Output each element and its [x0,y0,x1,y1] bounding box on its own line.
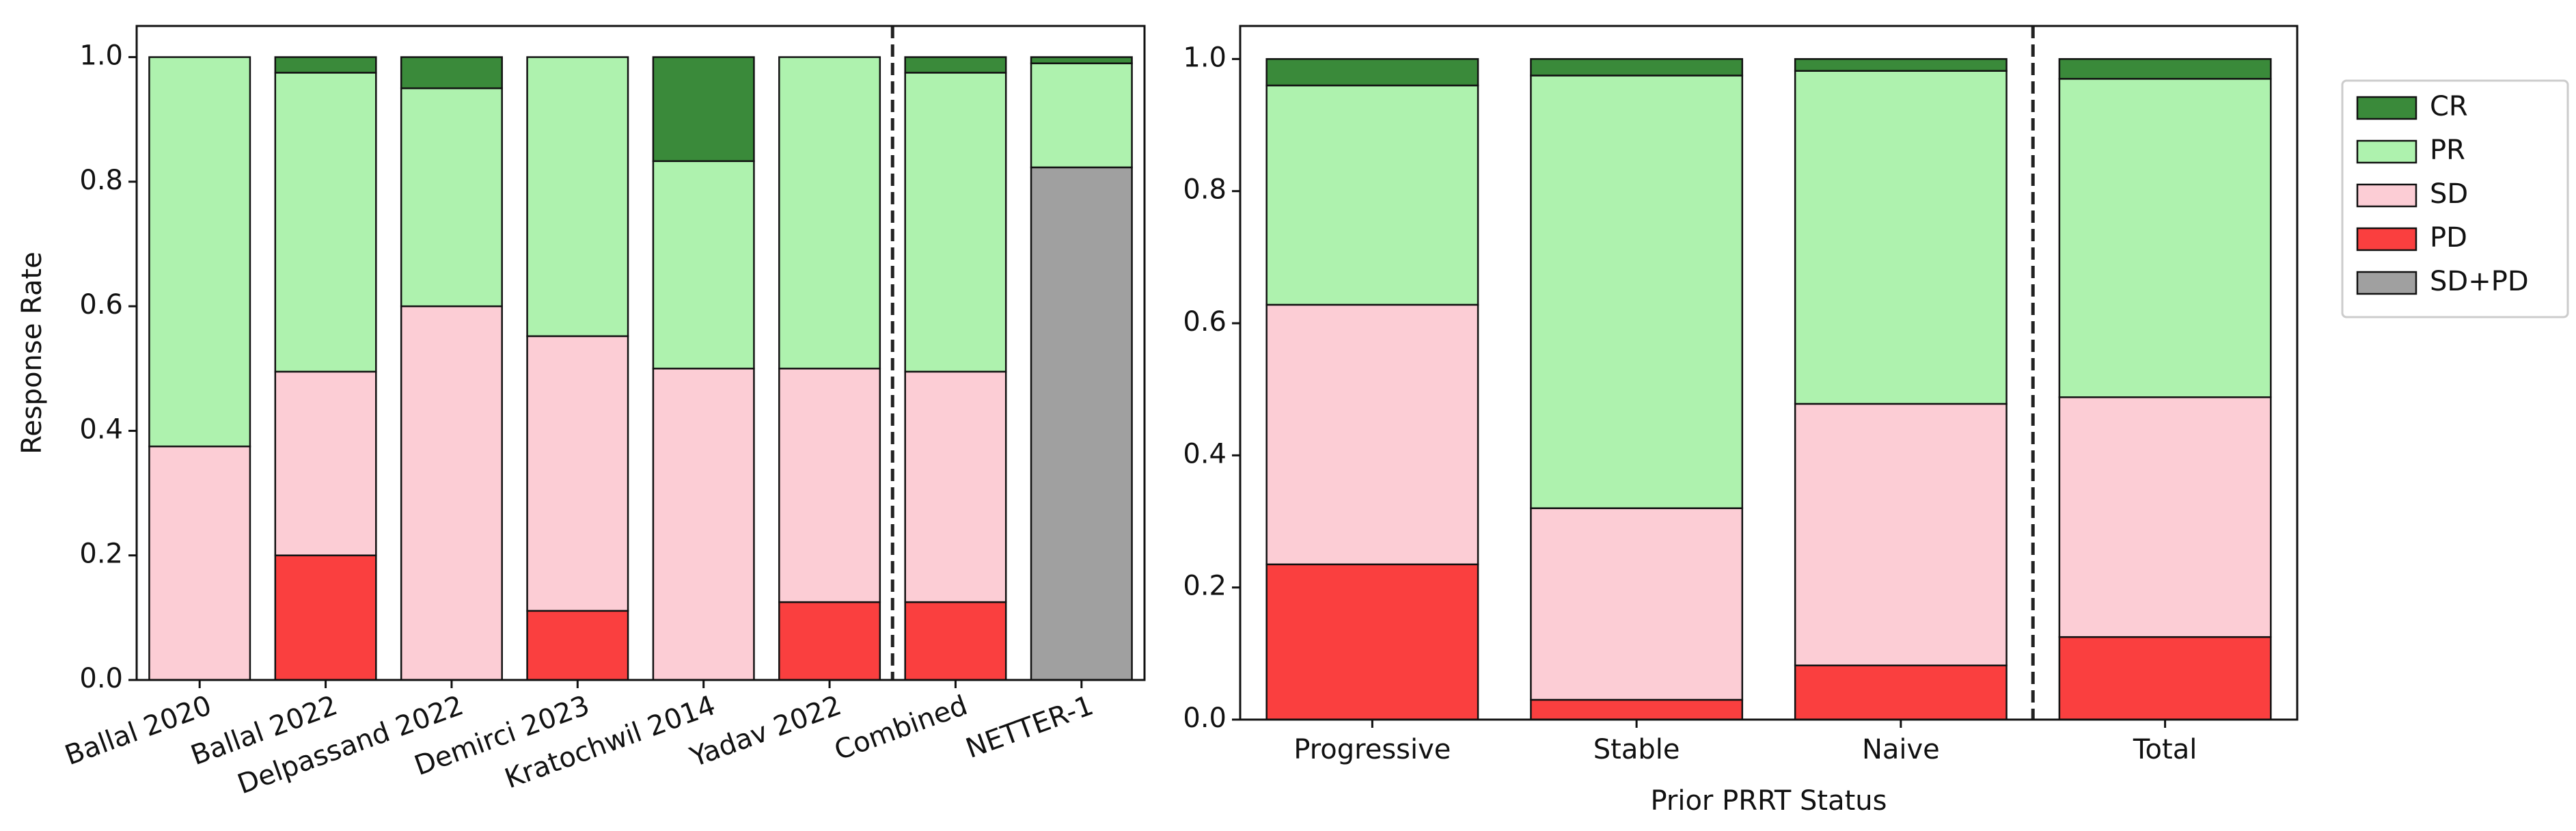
bar-stable-sd [1530,507,1744,701]
bar-kratochwil-2014-pr [652,160,755,370]
legend-label-pr: PR [2430,135,2465,166]
bar-netter-1-sd-pd [1030,166,1133,681]
bar-yadav-2022-sd [778,368,881,603]
bar-total-pr [2058,78,2272,398]
bar-progressive-cr [1265,58,1479,87]
legend-swatch-pd [2356,227,2417,251]
x-tick-label-kratochwil-2014: Kratochwil 2014 [501,690,720,795]
bar-ballal-2022-sd [274,370,377,556]
bar-combined-pr [904,72,1007,373]
legend-box [2341,79,2569,318]
bar-kratochwil-2014-sd [652,368,755,681]
legend: CR PR SD PD SD+PD [2341,79,2569,318]
bar-delpassand-2022-cr [400,56,503,90]
bar-yadav-2022-pr [778,56,881,370]
bar-progressive-sd [1265,303,1479,566]
y-tick-label: 0.4 [1183,438,1227,469]
bar-demirci-2023-pd [526,610,629,681]
bar-combined-sd [904,370,1007,603]
bar-demirci-2023-pr [526,56,629,338]
plot-frame [135,25,1146,681]
bar-naive-sd [1794,403,2008,666]
bar-stable-cr [1530,58,1744,77]
bar-yadav-2022-pd [778,601,881,681]
bar-progressive-pr [1265,84,1479,306]
plot-frame [1239,25,2299,721]
y-tick-label: 0.0 [1183,703,1227,734]
bar-ballal-2022-pr [274,72,377,373]
x-tick-label-progressive: Progressive [1293,734,1451,765]
y-tick-label: 0.2 [1183,571,1227,602]
legend-swatch-sd-pd [2356,271,2417,295]
y-tick-label: 0.8 [1183,174,1227,206]
legend-label-cr: CR [2430,91,2468,122]
bar-naive-pr [1794,70,2008,405]
bar-progressive-pd [1265,563,1479,721]
bar-stable-pr [1530,74,1744,509]
legend-swatch-cr [2356,96,2417,120]
y-tick-label: 1.0 [79,40,123,72]
x-tick-label-combined: Combined [830,690,972,767]
chart-right-prior-prrt-status: 0.0 0.2 0.4 0.6 0.8 1.0 Progressive Stable Naive… [1183,25,2299,817]
y-tick-label: 0.0 [79,663,123,694]
bar-ballal-2020-pr [148,56,251,448]
y-tick-label: 1.0 [1183,42,1227,73]
bar-stable-pd [1530,698,1744,721]
y-tick-label: 0.4 [79,413,123,445]
bar-ballal-2022-pd [274,554,377,681]
legend-swatch-pr [2356,139,2417,164]
bar-naive-cr [1794,58,2008,72]
bar-total-pd [2058,636,2272,721]
bar-delpassand-2022-pr [400,87,503,308]
legend-label-sd: SD [2430,178,2468,210]
bar-combined-cr [904,56,1007,74]
y-axis-label: Response Rate [16,251,48,454]
bar-total-cr [2058,58,2272,80]
bar-netter-1-cr [1030,56,1133,64]
bar-naive-pd [1794,664,2008,721]
bar-demirci-2023-sd [526,335,629,612]
bar-kratochwil-2014-cr [652,56,755,163]
y-tick-label: 0.2 [79,539,123,570]
bar-delpassand-2022-sd [400,305,503,681]
x-tick-label-netter-1: NETTER-1 [962,690,1098,765]
x-tick-label-stable: Stable [1593,734,1680,765]
legend-label-sd-pd: SD+PD [2430,266,2529,297]
bar-ballal-2022-cr [274,56,377,74]
legend-swatch-sd [2356,183,2417,208]
x-tick-label-naive: Naive [1862,734,1940,765]
y-tick-label: 0.6 [79,289,123,321]
x-tick-label-total: Total [2133,734,2197,765]
y-tick-label: 0.6 [1183,306,1227,338]
legend-label-pd: PD [2430,222,2467,254]
bar-total-sd [2058,396,2272,638]
bar-ballal-2020-sd [148,445,251,681]
x-axis-label: Prior PRRT Status [1650,785,1887,817]
y-tick-label: 0.8 [79,165,123,196]
bar-netter-1-pr [1030,62,1133,169]
bar-combined-pd [904,601,1007,681]
